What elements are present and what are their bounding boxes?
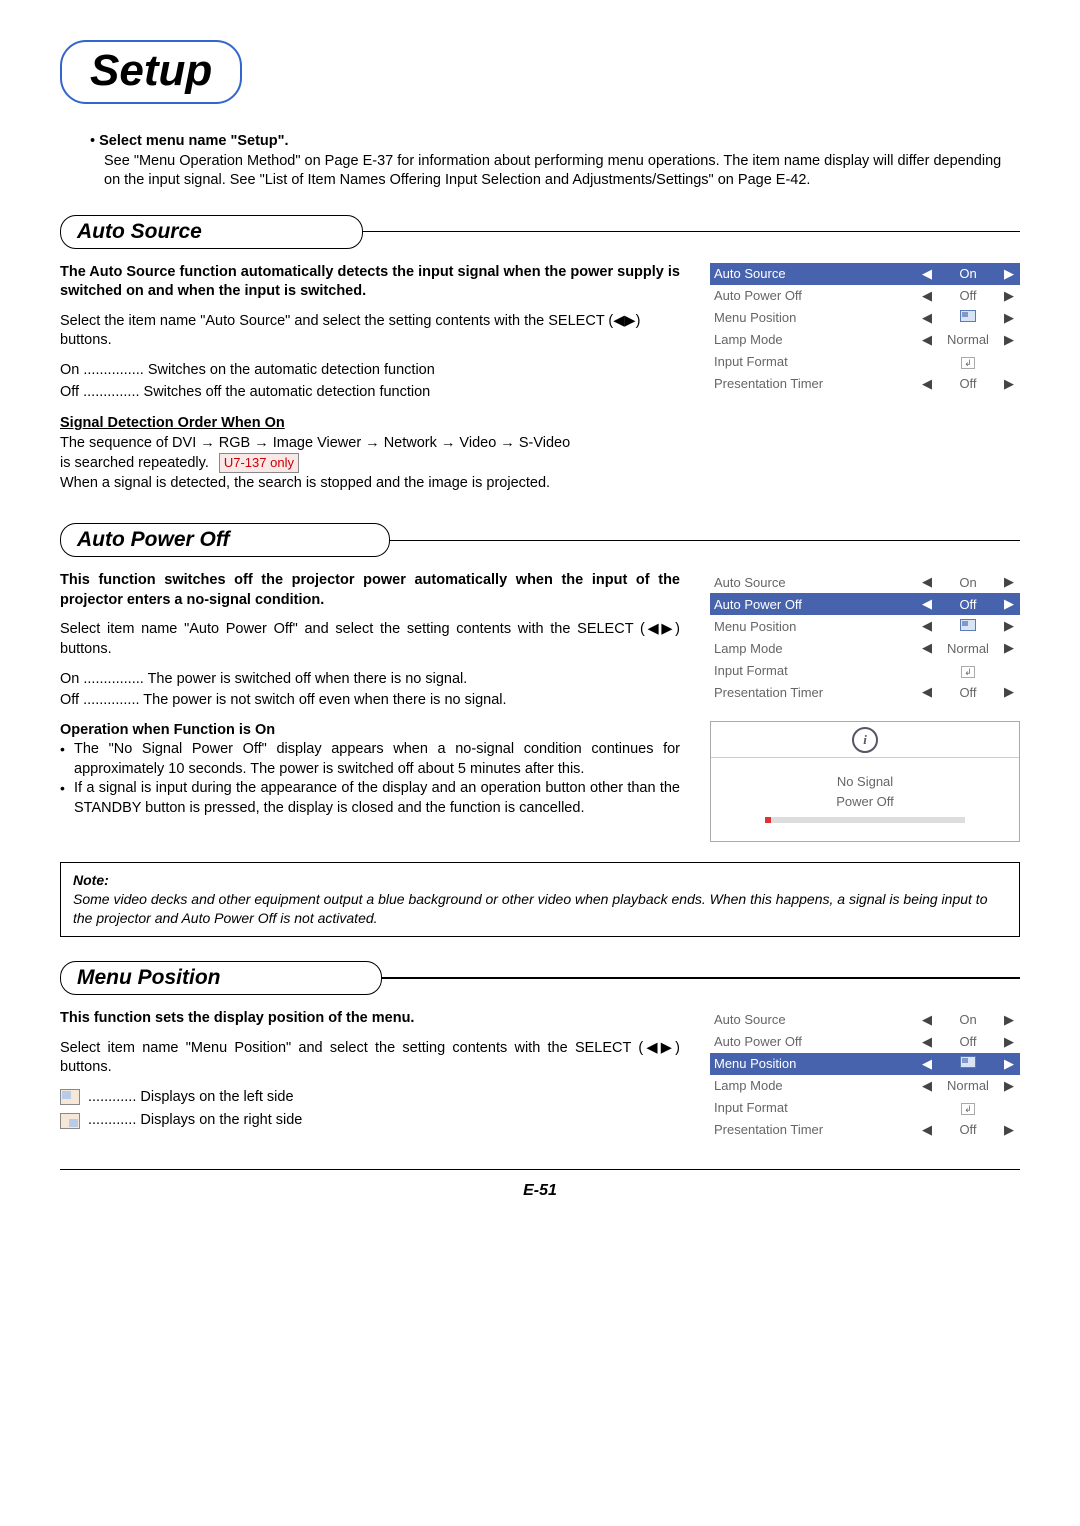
menu-value: Normal	[938, 329, 998, 351]
menu-row: Auto Power Off	[710, 593, 916, 615]
menu-table-1: Auto Source◀On▶ Auto Power Off◀Off▶ Menu…	[710, 263, 1020, 395]
lead: The Auto Source function automatically d…	[60, 263, 680, 302]
pos-icon	[960, 310, 976, 322]
op-bullet-2: If a signal is input during the appearan…	[60, 779, 680, 818]
info-line2: Power Off	[711, 792, 1019, 812]
lead: This function switches off the projector…	[60, 571, 680, 610]
menu-value: On	[938, 1009, 998, 1031]
seq-line1: The sequence of DVI → RGB → Image Viewer…	[60, 434, 680, 454]
menu-value: Normal	[938, 1075, 998, 1097]
row-on: On ............... Switches on the autom…	[60, 361, 680, 381]
pos-icon	[960, 1056, 976, 1068]
menu-row: Auto Power Off	[710, 285, 916, 307]
position-right-icon	[60, 1113, 80, 1129]
section-header-menu-position: Menu Position	[60, 961, 1020, 995]
row-off: Off .............. The power is not swit…	[60, 691, 680, 711]
menu-row: Auto Source	[710, 1009, 916, 1031]
intro-text: See "Menu Operation Method" on Page E-37…	[90, 152, 1020, 191]
page-number: E-51	[523, 1182, 557, 1199]
menu-row: Presentation Timer	[710, 681, 916, 703]
section-rule	[389, 540, 1020, 542]
menu-position-left: This function sets the display position …	[60, 1009, 680, 1131]
menu-row: Lamp Mode	[710, 1075, 916, 1097]
note-title: Note:	[73, 871, 1007, 890]
menu-value: Off	[938, 1119, 998, 1141]
menu-value: Off	[938, 681, 998, 703]
row-on: On ............... The power is switched…	[60, 670, 680, 690]
auto-power-off-left: This function switches off the projector…	[60, 571, 680, 818]
section-title: Auto Source	[60, 215, 363, 249]
menu-row: Lamp Mode	[710, 329, 916, 351]
menu-row: Auto Power Off	[710, 1031, 916, 1053]
page-footer: E-51	[60, 1169, 1020, 1200]
menu-row: Auto Source	[710, 263, 916, 285]
seq-line2: is searched repeatedly.U7-137 only	[60, 453, 680, 474]
enter-icon: ↲	[961, 666, 975, 678]
menu-value: Off	[938, 285, 998, 307]
icon-row-right: ............ Displays on the right side	[60, 1111, 680, 1131]
u7-badge: U7-137 only	[219, 453, 299, 473]
menu-value: Normal	[938, 637, 998, 659]
lead: This function sets the display position …	[60, 1009, 680, 1029]
menu-row: Menu Position	[710, 1053, 916, 1075]
menu-value: Off	[938, 1031, 998, 1053]
menu-row: Lamp Mode	[710, 637, 916, 659]
auto-source-left: The Auto Source function automatically d…	[60, 263, 680, 494]
instruct: Select item name "Menu Position" and sel…	[60, 1039, 680, 1078]
right-arrow-icon: ▶	[998, 263, 1020, 285]
menu-row: Input Format	[710, 1097, 916, 1119]
op-bullet-1: The "No Signal Power Off" display appear…	[60, 740, 680, 779]
sub-header: Signal Detection Order When On	[60, 414, 680, 434]
note-box: Note: Some video decks and other equipme…	[60, 862, 1020, 937]
bullet: •	[90, 133, 99, 149]
instruct: Select item name "Auto Power Off" and se…	[60, 620, 680, 659]
intro-bold: Select menu name "Setup".	[99, 133, 288, 149]
progress-bar	[765, 817, 965, 823]
info-icon: i	[852, 727, 878, 753]
menu-row: Menu Position	[710, 307, 916, 329]
sub-header: Operation when Function is On	[60, 721, 680, 741]
page-title: Setup	[60, 40, 242, 104]
menu-row: Auto Source	[710, 571, 916, 593]
menu-table-3: Auto Source◀On▶ Auto Power Off◀Off▶ Menu…	[710, 1009, 1020, 1141]
menu-value: On	[938, 571, 998, 593]
menu-value: Off	[938, 593, 998, 615]
menu-row: Menu Position	[710, 615, 916, 637]
instruct: Select the item name "Auto Source" and s…	[60, 312, 680, 351]
note-body: Some video decks and other equipment out…	[73, 890, 1007, 928]
menu-table-2: Auto Source◀On▶ Auto Power Off◀Off▶ Menu…	[710, 571, 1020, 703]
menu-row: Presentation Timer	[710, 1119, 916, 1141]
pos-icon	[960, 619, 976, 631]
enter-icon: ↲	[961, 357, 975, 369]
section-title: Auto Power Off	[60, 523, 390, 557]
position-left-icon	[60, 1089, 80, 1105]
intro-block: • Select menu name "Setup". See "Menu Op…	[90, 132, 1020, 191]
menu-value: Off	[938, 373, 998, 395]
enter-icon: ↲	[961, 1103, 975, 1115]
section-rule	[362, 231, 1020, 233]
icon-row-left: ............ Displays on the left side	[60, 1088, 680, 1108]
menu-value: On	[938, 263, 998, 285]
menu-row: Input Format	[710, 351, 916, 373]
section-header-auto-source: Auto Source	[60, 215, 1020, 249]
info-panel: i No Signal Power Off	[710, 721, 1020, 842]
section-title: Menu Position	[60, 961, 382, 995]
left-arrow-icon: ◀	[916, 263, 938, 285]
menu-row: Presentation Timer	[710, 373, 916, 395]
section-rule	[381, 977, 1021, 979]
menu-row: Input Format	[710, 659, 916, 681]
row-off: Off .............. Switches off the auto…	[60, 383, 680, 403]
seq-line3: When a signal is detected, the search is…	[60, 474, 680, 494]
section-header-auto-power-off: Auto Power Off	[60, 523, 1020, 557]
info-line1: No Signal	[711, 772, 1019, 792]
